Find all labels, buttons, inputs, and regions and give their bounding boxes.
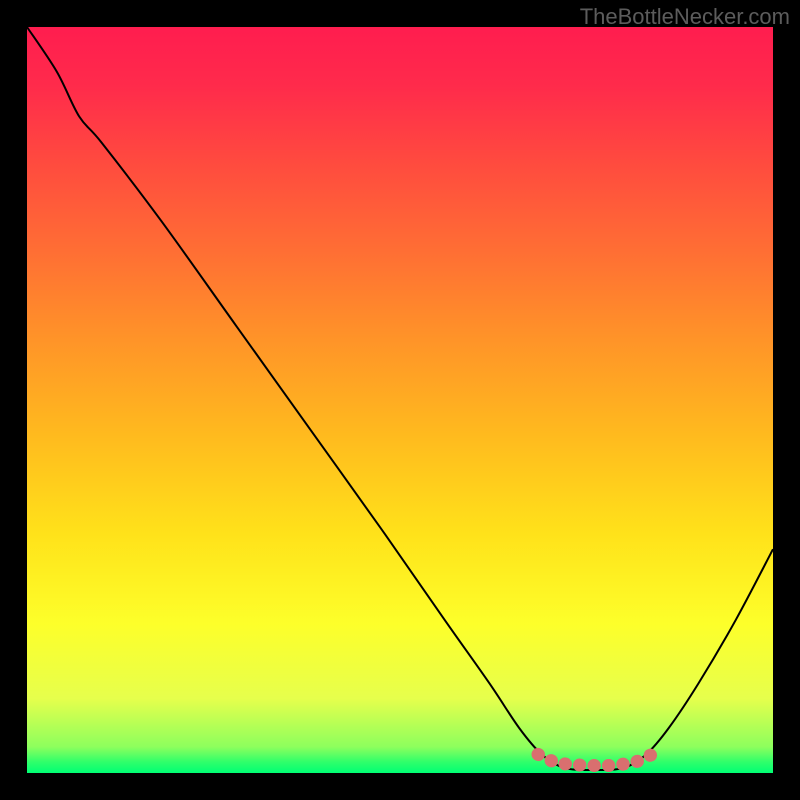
- chart-gradient-area: [27, 27, 773, 773]
- watermark-label: TheBottleNecker.com: [580, 4, 790, 30]
- bottleneck-curve-chart: [0, 0, 800, 800]
